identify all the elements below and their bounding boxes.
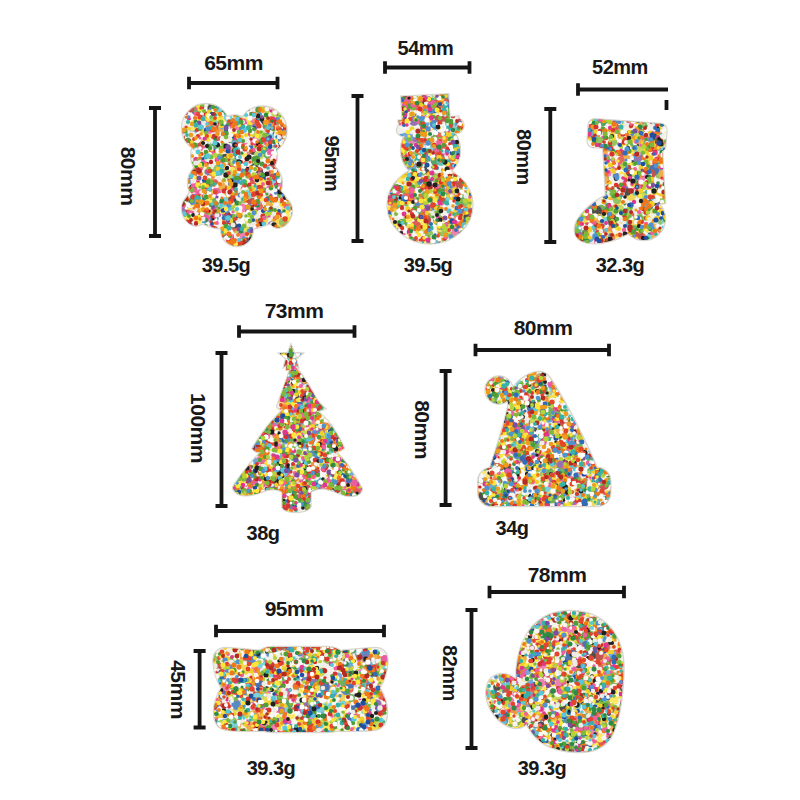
svg-text:65mm: 65mm [204,51,263,74]
svg-text:100mm: 100mm [187,393,210,463]
svg-text:39.5g: 39.5g [202,254,251,276]
svg-text:95mm: 95mm [265,597,324,620]
svg-text:80mm: 80mm [117,147,140,206]
svg-text:38g: 38g [247,522,280,544]
svg-text:80mm: 80mm [514,316,573,339]
svg-text:39.3g: 39.3g [247,757,296,779]
svg-text:80mm: 80mm [513,129,535,185]
svg-text:95mm: 95mm [321,136,343,192]
svg-text:78mm: 78mm [528,563,587,586]
svg-text:80mm: 80mm [411,400,434,459]
svg-text:54mm: 54mm [398,37,454,59]
svg-text:34g: 34g [496,517,529,539]
svg-text:45mm: 45mm [167,660,190,719]
svg-text:73mm: 73mm [265,299,324,322]
svg-text:82mm: 82mm [439,645,461,701]
svg-text:39.5g: 39.5g [404,254,453,276]
svg-text:39.3g: 39.3g [518,757,567,779]
svg-text:32.3g: 32.3g [596,254,645,276]
svg-text:52mm: 52mm [592,56,648,78]
